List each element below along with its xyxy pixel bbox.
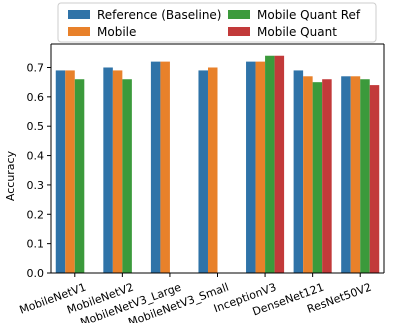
bar-mobile-quant-ref-0 bbox=[74, 79, 85, 273]
bar-mobile-quant-6 bbox=[369, 85, 380, 273]
legend-label: Mobile bbox=[97, 25, 136, 39]
legend-swatch bbox=[228, 27, 250, 36]
bar-mobile-2 bbox=[160, 61, 170, 274]
bar-mobile-4 bbox=[255, 61, 266, 274]
legend-label: Reference (Baseline) bbox=[97, 8, 221, 22]
bar-reference-baseline-4 bbox=[246, 61, 256, 274]
bar-reference-baseline-5 bbox=[293, 70, 304, 273]
y-tick-label: 0.1 bbox=[27, 238, 45, 251]
bar-mobile-quant-ref-5 bbox=[312, 82, 323, 273]
y-tick-label: 0.2 bbox=[27, 208, 45, 221]
bar-reference-baseline-3 bbox=[198, 70, 208, 273]
bar-reference-baseline-2 bbox=[150, 61, 161, 274]
bar-reference-baseline-1 bbox=[103, 67, 113, 274]
bar-mobile-1 bbox=[112, 70, 123, 273]
bar-mobile-quant-4 bbox=[274, 55, 285, 273]
bar-mobile-quant-ref-6 bbox=[360, 79, 370, 273]
y-tick-label: 0.4 bbox=[27, 150, 45, 163]
y-axis-label: Accuracy bbox=[4, 150, 17, 201]
bar-mobile-quant-ref-4 bbox=[265, 55, 275, 273]
y-tick-label: 0.3 bbox=[27, 179, 45, 192]
bar-mobile-0 bbox=[65, 70, 75, 273]
legend-label: Mobile Quant Ref bbox=[257, 8, 361, 22]
plot-area: 0.00.10.20.30.40.50.60.7MobileNetV1Mobil… bbox=[18, 43, 385, 323]
bar-mobile-5 bbox=[303, 76, 313, 273]
legend: Reference (Baseline) Mobile Mobile Quant R… bbox=[57, 2, 377, 43]
bar-mobile-6 bbox=[350, 76, 361, 273]
y-tick-label: 0.7 bbox=[27, 61, 45, 74]
legend-swatch bbox=[68, 27, 90, 36]
bar-mobile-quant-ref-1 bbox=[122, 79, 132, 273]
bar-reference-baseline-6 bbox=[341, 76, 351, 273]
bar-reference-baseline-0 bbox=[55, 70, 66, 273]
y-tick-label: 0.0 bbox=[27, 267, 45, 280]
legend-swatch bbox=[228, 10, 250, 19]
legend-swatch bbox=[68, 10, 90, 19]
legend-label: Mobile Quant bbox=[257, 25, 337, 39]
bar-mobile-quant-5 bbox=[322, 79, 332, 273]
bar-mobile-3 bbox=[207, 67, 218, 274]
y-tick-label: 0.6 bbox=[27, 91, 45, 104]
legend-frame bbox=[57, 2, 377, 43]
y-tick-label: 0.5 bbox=[27, 120, 45, 133]
